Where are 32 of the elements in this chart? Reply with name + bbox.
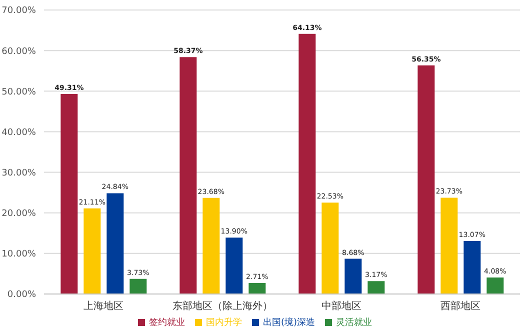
bar xyxy=(130,278,147,294)
y-tick-label: 70.00% xyxy=(2,6,36,16)
x-tick-label: 东部地区（除上海外） xyxy=(172,300,272,312)
y-tick-label: 40.00% xyxy=(2,128,36,138)
bar xyxy=(60,94,78,294)
legend-label: 签约就业 xyxy=(148,318,185,328)
legend-label: 出国(境)深造 xyxy=(262,318,316,328)
bar xyxy=(344,258,362,294)
bar xyxy=(180,57,197,294)
bar xyxy=(418,65,435,294)
y-tick-label: 0.00% xyxy=(7,290,36,300)
bar xyxy=(322,202,339,294)
bar xyxy=(368,281,385,294)
x-tick-label: 中部地区 xyxy=(322,300,362,312)
y-tick-label: 20.00% xyxy=(2,209,36,220)
bar xyxy=(298,34,316,294)
x-tick-label: 上海地区 xyxy=(84,300,124,312)
bar xyxy=(226,238,243,294)
x-tick-label: 西部地区 xyxy=(440,300,480,312)
bar xyxy=(106,193,124,294)
bar xyxy=(84,208,101,294)
bar xyxy=(464,240,481,294)
legend-label: 国内升学 xyxy=(206,318,242,328)
y-tick-label: 60.00% xyxy=(2,46,36,57)
y-tick-label: 30.00% xyxy=(2,168,36,178)
y-tick-label: 50.00% xyxy=(2,87,36,98)
legend-label: 灵活就业 xyxy=(336,318,372,328)
bar xyxy=(202,198,220,294)
y-tick-label: 10.00% xyxy=(2,250,36,260)
bar xyxy=(440,198,458,294)
bar xyxy=(486,277,504,294)
bar xyxy=(248,283,266,294)
